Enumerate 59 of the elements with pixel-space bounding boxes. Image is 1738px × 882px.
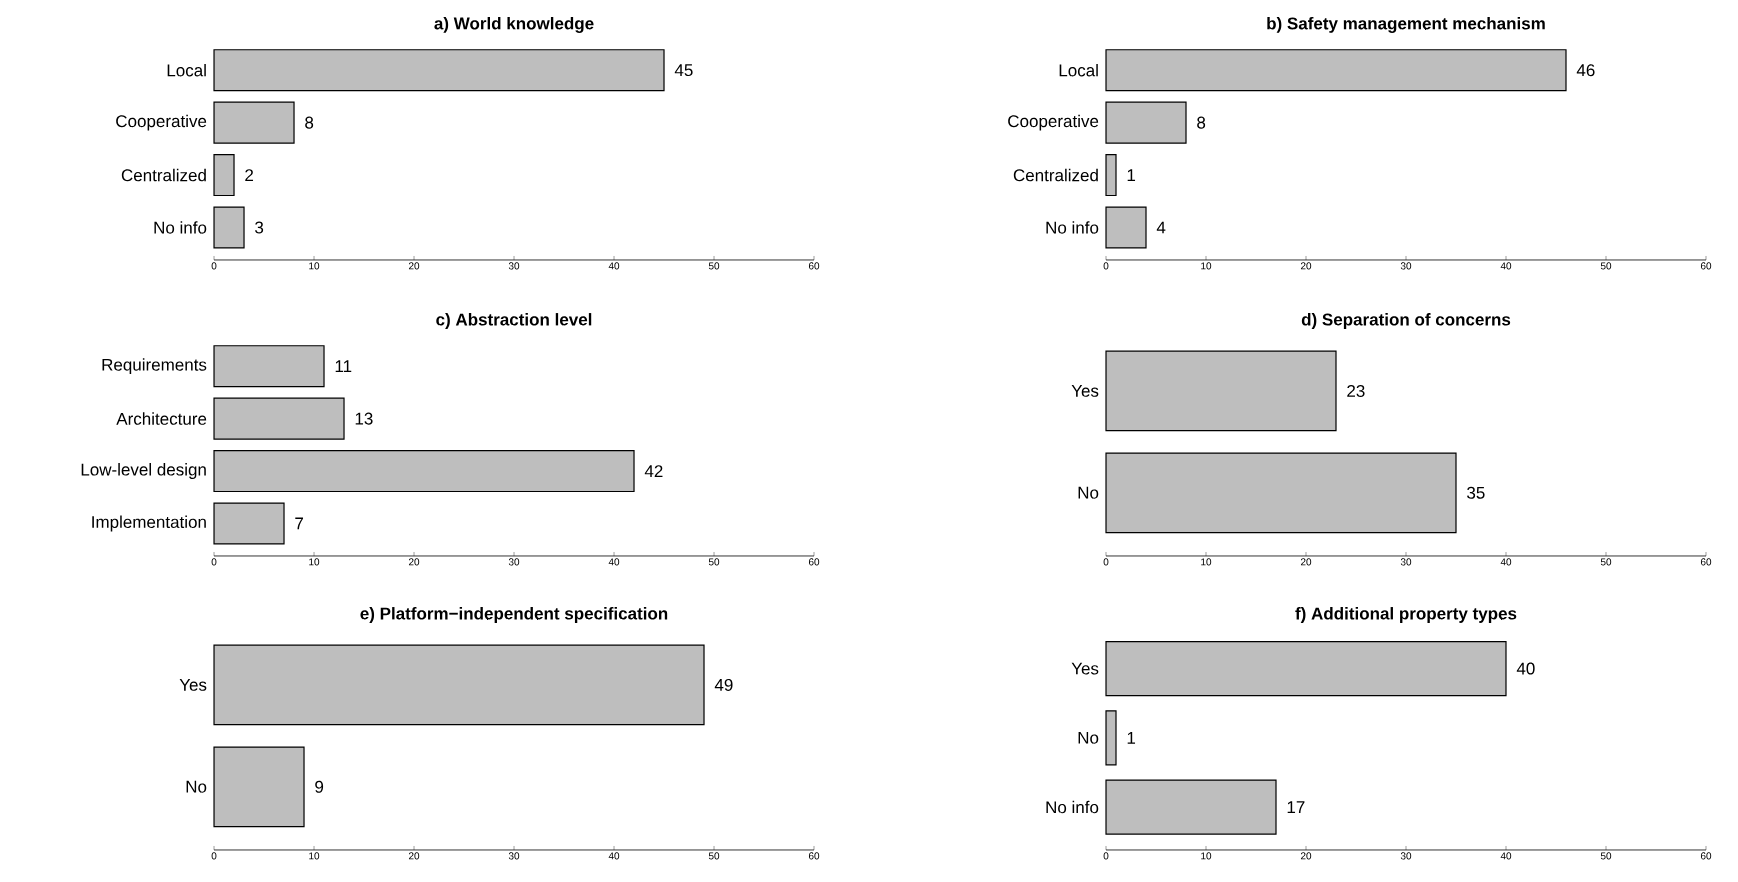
y-tick-label: Yes (1071, 384, 1099, 397)
y-tick-label: Centralized (1013, 168, 1098, 182)
bar (213, 397, 345, 440)
data-label: 2 (245, 169, 254, 181)
y-tick-label: Architecture (116, 412, 207, 425)
y-tick-label: Implementation (92, 515, 206, 532)
chart-title: a) World knowledge (434, 16, 594, 33)
data-label: 1 (1127, 731, 1136, 744)
data-label: 46 (1576, 64, 1595, 77)
bar (213, 502, 285, 545)
y-tick-label: No (186, 780, 207, 793)
y-tick-label: Centralized (121, 168, 206, 182)
bar (1105, 640, 1507, 697)
y-tick-label: Yes (179, 678, 207, 691)
bar (213, 154, 235, 197)
y-tick-label: No (1078, 731, 1099, 744)
bar (1105, 49, 1567, 92)
y-tick-label: No info (154, 221, 207, 234)
chart-title: e) Platform−independent specification (360, 607, 668, 623)
y-tick-label: Requirements (102, 358, 207, 375)
y-tick-label: Cooperative (116, 114, 207, 131)
data-label: 7 (295, 517, 304, 530)
bar (213, 345, 325, 388)
data-label: 35 (1467, 486, 1485, 499)
y-tick-label: Low-level design (81, 463, 206, 479)
data-label: 49 (714, 678, 733, 691)
y-tick-label: Local (167, 63, 206, 77)
data-label: 8 (1197, 116, 1206, 129)
chart-title: c) Abstraction level (436, 313, 592, 329)
bar (213, 101, 295, 144)
y-tick-label: Yes (1071, 662, 1099, 675)
data-label: 1 (1127, 169, 1136, 181)
data-label: 8 (305, 116, 314, 129)
data-label: 11 (335, 360, 352, 373)
bar (213, 206, 245, 249)
data-label: 40 (1516, 662, 1535, 675)
y-tick-label: No info (1046, 800, 1099, 814)
y-tick-label: No (1078, 486, 1099, 499)
y-tick-label: Local (1059, 63, 1098, 77)
data-label: 23 (1347, 384, 1365, 397)
y-tick-label: Cooperative (1008, 114, 1099, 131)
data-label: 17 (1287, 801, 1305, 813)
data-label: 9 (315, 780, 324, 793)
chart-title: b) Safety management mechanism (1267, 16, 1545, 33)
y-tick-label: No info (1046, 221, 1099, 234)
data-label: 45 (674, 64, 693, 77)
data-label: 4 (1156, 221, 1166, 234)
bar (1105, 779, 1277, 835)
data-label: 42 (644, 465, 663, 477)
chart-title: f) Additional property types (1295, 607, 1517, 623)
bar (1105, 154, 1117, 197)
bar (1105, 206, 1147, 249)
data-label: 3 (255, 221, 264, 234)
bar (1105, 101, 1187, 144)
bar (213, 49, 665, 92)
bar (213, 450, 635, 493)
chart-title: d) Separation of concerns (1301, 313, 1511, 329)
data-label: 13 (355, 412, 373, 425)
bar (1105, 710, 1117, 766)
